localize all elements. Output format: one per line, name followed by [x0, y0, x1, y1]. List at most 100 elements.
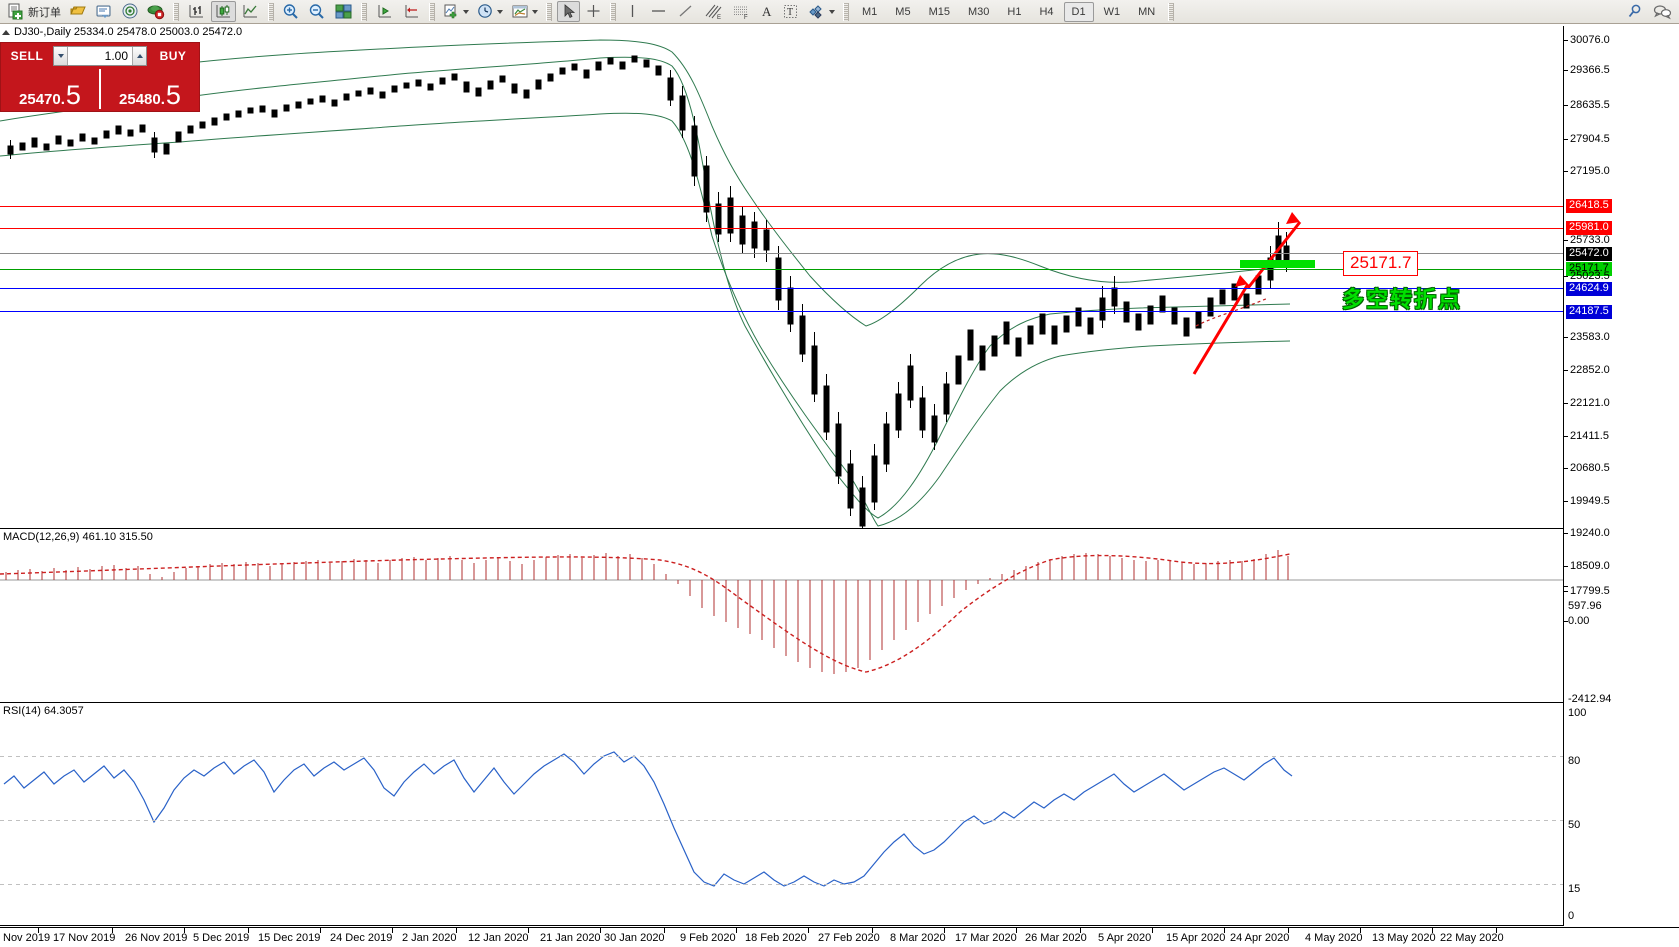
equidistant-channel-button[interactable]: E: [700, 1, 726, 22]
annotation-highlight-rect: [1240, 260, 1315, 268]
auto-trading-button[interactable]: [144, 1, 168, 22]
chart-area[interactable]: 25171.7 多空转折点 MACD(12,26,9) 461.10 315.5…: [0, 26, 1679, 947]
time-axis[interactable]: Nov 2019 17 Nov 2019 26 Nov 2019 5 Dec 2…: [0, 927, 1679, 947]
buy-price-button[interactable]: 25480 . 5: [103, 69, 197, 109]
axis-tick: [1564, 586, 1568, 587]
price-pane-inner: 25171.7 多空转折点: [0, 26, 1563, 528]
line-chart-button[interactable]: [238, 1, 263, 22]
collapse-triangle-icon[interactable]: [2, 29, 10, 35]
tile-windows-button[interactable]: [331, 1, 356, 22]
time-label-12: 27 Feb 2020: [818, 932, 880, 944]
macd-pane[interactable]: MACD(12,26,9) 461.10 315.50: [0, 530, 1563, 703]
price-axis[interactable]: 30076.0 29366.5 28635.5 27904.5 27195.0 …: [1563, 26, 1679, 926]
axis-label-18509: 18509.0: [1570, 560, 1610, 572]
axis-label-25981: 25981.0: [1566, 221, 1612, 235]
chat-icon: [1653, 5, 1672, 20]
search-button[interactable]: [1623, 1, 1647, 22]
candlestick-chart-button[interactable]: [211, 1, 236, 22]
trendline-icon: [679, 5, 692, 17]
volume-stepper[interactable]: 1.00: [53, 46, 147, 66]
hline-24624: [0, 288, 1563, 289]
text-label-button[interactable]: T: [779, 1, 802, 22]
templates-button[interactable]: [508, 1, 541, 22]
auto-scroll-button[interactable]: [372, 1, 397, 22]
time-tick: [392, 928, 393, 933]
time-label-14: 17 Mar 2020: [955, 932, 1017, 944]
timeframe-w1[interactable]: W1: [1103, 5, 1121, 18]
horizontal-line-button[interactable]: [646, 1, 671, 22]
axis-tick: [1564, 591, 1568, 592]
metaeditor-button[interactable]: [92, 1, 116, 22]
vertical-line-button[interactable]: [621, 1, 644, 22]
chat-button[interactable]: [1649, 1, 1675, 22]
search-icon: [1628, 4, 1641, 18]
sell-label[interactable]: SELL: [10, 49, 44, 63]
hline-24187: [0, 311, 1563, 312]
timeframe-m15[interactable]: M15: [928, 5, 950, 18]
timeframe-d1[interactable]: D1: [1063, 1, 1094, 22]
template-icon: [512, 5, 528, 18]
zoom-out-button[interactable]: [305, 1, 329, 22]
time-label-18: 24 Apr 2020: [1230, 932, 1290, 944]
chevron-down-icon[interactable]: [497, 9, 503, 14]
time-tick: [1224, 928, 1225, 933]
hline-26418: [0, 206, 1563, 207]
time-label-3: 5 Dec 2019: [193, 932, 250, 944]
timeframe-h4[interactable]: H4: [1039, 5, 1054, 18]
axis-label-rsi-0: 0: [1568, 910, 1575, 922]
annotation-arrow-up-right: [1246, 212, 1302, 289]
chevron-down-icon[interactable]: [829, 9, 835, 14]
axis-tick: [1564, 240, 1568, 241]
volume-decrement-button[interactable]: [54, 47, 68, 65]
axis-label-28635: 28635.5: [1570, 99, 1610, 111]
rsi-level-15: [0, 884, 1563, 885]
cursor-button[interactable]: [557, 1, 580, 22]
bar-chart-button[interactable]: [184, 1, 209, 22]
chart-shift-icon: [405, 5, 418, 18]
axis-label-21411: 21411.5: [1570, 430, 1609, 442]
time-label-0: Nov 2019: [3, 932, 51, 944]
axis-tick: [1564, 370, 1568, 371]
new-order-button[interactable]: 新订单: [4, 1, 64, 22]
volume-increment-button[interactable]: [132, 47, 146, 65]
candlestick-series: [0, 39, 1302, 528]
timeframe-mn[interactable]: MN: [1138, 5, 1156, 18]
trendline-button[interactable]: [673, 1, 698, 22]
macd-pane-inner: [0, 530, 1563, 702]
crosshair-button[interactable]: [582, 1, 605, 22]
volume-input[interactable]: 1.00: [104, 49, 128, 63]
timeframe-m30[interactable]: M30: [967, 5, 990, 18]
auto-scroll-icon: [378, 5, 391, 18]
axis-label-22852: 22852.0: [1570, 364, 1610, 376]
rsi-pane[interactable]: RSI(14) 64.3057: [0, 704, 1563, 926]
chart-shift-button[interactable]: [399, 1, 424, 22]
time-tick: [248, 928, 249, 933]
auto-trading-icon: [147, 5, 165, 20]
sell-price-button[interactable]: 25470 . 5: [3, 69, 97, 109]
timeframe-m5[interactable]: M5: [895, 5, 911, 18]
fibonacci-button[interactable]: F: [728, 1, 754, 22]
macd-series: [0, 550, 1563, 674]
buy-label[interactable]: BUY: [159, 49, 187, 63]
price-pane[interactable]: 25171.7 多空转折点: [0, 26, 1563, 529]
chevron-down-icon[interactable]: [463, 9, 469, 14]
timeframe-m1[interactable]: M1: [862, 5, 878, 18]
rsi-pane-inner: [0, 704, 1563, 925]
text-button[interactable]: A: [756, 1, 777, 22]
time-tick: [872, 928, 873, 933]
axis-label-24624: 24624.9: [1566, 282, 1612, 296]
objects-button[interactable]: [804, 1, 838, 22]
chevron-down-icon: [57, 54, 64, 58]
one-click-trading-panel[interactable]: SELL 1.00 BUY 25470 . 5 25480 .: [0, 42, 200, 112]
objects-icon: [809, 5, 822, 19]
candlestick-chart-icon: [216, 5, 230, 18]
periods-button[interactable]: [474, 1, 506, 22]
signals-button[interactable]: [118, 1, 142, 22]
indicators-button[interactable]: [440, 1, 472, 22]
timeframe-h1[interactable]: H1: [1007, 5, 1022, 18]
zoom-in-button[interactable]: [279, 1, 303, 22]
chevron-down-icon[interactable]: [532, 9, 538, 14]
axis-tick: [1564, 276, 1568, 277]
terminal-button[interactable]: [66, 1, 90, 22]
trade-panel-divider: [99, 69, 101, 109]
